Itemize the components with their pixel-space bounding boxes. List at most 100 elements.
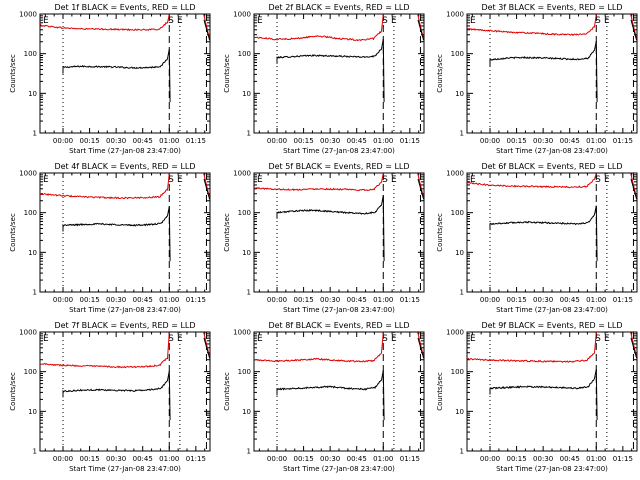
saa-marker-label: S [382, 16, 388, 26]
x-tick-label: 00:45 [133, 455, 153, 463]
x-tick-label: 01:00 [586, 296, 606, 304]
x-tick-label: 00:00 [53, 296, 73, 304]
saa-marker-label: S [382, 334, 388, 344]
saa-marker-label: S [168, 334, 174, 344]
chart-title: Det 9f BLACK = Events, RED = LLD [481, 321, 622, 330]
y-axis-label: Counts/sec [223, 54, 231, 93]
x-tick-label: 00:30 [533, 137, 553, 145]
saa-marker-label: E [257, 334, 263, 344]
y-tick-label: 1000 [233, 11, 251, 19]
x-tick-label: 01:00 [373, 455, 393, 463]
x-tick-label: 01:15 [613, 137, 633, 145]
y-tick-label: 100 [451, 50, 464, 58]
x-tick-label: 00:15 [506, 296, 526, 304]
x-tick-label: 01:00 [586, 137, 606, 145]
lld-series-line [253, 173, 384, 192]
x-tick-label: 00:15 [79, 296, 99, 304]
chart-title: Det 1f BLACK = Events, RED = LLD [54, 3, 195, 12]
x-tick-label: 00:00 [53, 455, 73, 463]
chart-panel: Det 6f BLACK = Events, RED = LLD Counts/s… [436, 162, 638, 314]
x-tick-label: 00:30 [320, 137, 340, 145]
events-series-line [62, 206, 171, 262]
x-tick-label: 00:45 [560, 296, 580, 304]
y-tick-label: 1000 [446, 329, 464, 337]
saa-marker-label: S [382, 175, 388, 185]
y-tick-label: 100 [24, 50, 37, 58]
x-tick-label: 00:30 [106, 296, 126, 304]
lld-series-line [466, 332, 597, 363]
x-tick-label: 00:00 [267, 137, 287, 145]
x-tick-label: 01:15 [400, 455, 420, 463]
events-recovery-line [417, 19, 425, 41]
lld-series-line [39, 332, 170, 369]
chart-panel: Det 9f BLACK = Events, RED = LLD Counts/s… [436, 321, 638, 473]
saa-marker-label: E [470, 175, 476, 185]
y-tick-label: 1 [247, 448, 251, 456]
chart-panel: Det 7f BLACK = Events, RED = LLD Counts/s… [9, 321, 211, 473]
x-tick-label: 00:30 [320, 296, 340, 304]
chart-title: Det 4f BLACK = Events, RED = LLD [54, 162, 195, 171]
x-axis-label: Start Time (27-Jan-08 23:47:00) [496, 306, 608, 314]
saa-marker-label: E [391, 16, 397, 26]
saa-marker-label: E [43, 334, 49, 344]
y-tick-label: 10 [28, 408, 37, 416]
x-tick-label: 00:45 [133, 137, 153, 145]
y-axis-label: Counts/sec [223, 213, 231, 252]
x-tick-label: 00:45 [560, 137, 580, 145]
y-tick-label: 100 [451, 209, 464, 217]
saa-marker-label: S [595, 16, 601, 26]
x-tick-label: 00:00 [480, 455, 500, 463]
x-tick-label: 00:30 [106, 455, 126, 463]
x-tick-label: 00:15 [293, 137, 313, 145]
x-axis-label: Start Time (27-Jan-08 23:47:00) [283, 147, 395, 155]
saa-marker-label: E [257, 16, 263, 26]
x-tick-label: 00:45 [347, 296, 367, 304]
saa-marker-label: E [177, 175, 183, 185]
saa-marker-label: S [168, 16, 174, 26]
y-tick-label: 10 [28, 249, 37, 257]
x-tick-label: 01:15 [186, 296, 206, 304]
x-tick-label: 00:30 [533, 455, 553, 463]
y-tick-label: 10 [455, 249, 464, 257]
saa-marker-label: E [257, 175, 263, 185]
y-tick-label: 1000 [446, 11, 464, 19]
x-tick-label: 00:30 [533, 296, 553, 304]
saa-marker-label: S [168, 175, 174, 185]
chart-panel: Det 5f BLACK = Events, RED = LLD Counts/s… [223, 162, 425, 314]
saa-marker-label: E [43, 16, 49, 26]
plot-frame [466, 172, 638, 293]
y-axis-label: Counts/sec [223, 372, 231, 411]
events-recovery-line [417, 337, 425, 359]
x-tick-label: 00:00 [267, 455, 287, 463]
plot-frame [253, 172, 425, 293]
x-tick-label: 01:00 [373, 137, 393, 145]
events-series-line [276, 370, 385, 421]
y-axis-label: Counts/sec [436, 213, 444, 252]
saa-marker-label: S [595, 334, 601, 344]
events-series-line [62, 370, 171, 421]
chart-title: Det 5f BLACK = Events, RED = LLD [268, 162, 409, 171]
y-tick-label: 10 [455, 90, 464, 98]
y-tick-label: 1000 [19, 11, 37, 19]
chart-panel: Det 1f BLACK = Events, RED = LLD Counts/s… [9, 3, 211, 155]
x-tick-label: 00:15 [506, 137, 526, 145]
events-series-line [276, 38, 385, 103]
x-axis-label: Start Time (27-Jan-08 23:47:00) [69, 306, 181, 314]
y-axis-label: Counts/sec [436, 54, 444, 93]
x-tick-label: 01:00 [586, 455, 606, 463]
x-tick-label: 01:00 [373, 296, 393, 304]
y-tick-label: 100 [238, 50, 251, 58]
x-tick-label: 00:30 [106, 137, 126, 145]
x-tick-label: 00:45 [560, 455, 580, 463]
plot-frame [39, 172, 211, 293]
plot-frame [253, 13, 425, 134]
y-tick-label: 100 [24, 209, 37, 217]
y-tick-label: 1 [460, 130, 464, 138]
chart-title: Det 6f BLACK = Events, RED = LLD [481, 162, 622, 171]
events-recovery-line [203, 19, 211, 41]
chart-title: Det 3f BLACK = Events, RED = LLD [481, 3, 622, 12]
x-tick-label: 00:15 [293, 296, 313, 304]
saa-marker-label: E [177, 16, 183, 26]
y-tick-label: 1 [33, 448, 37, 456]
